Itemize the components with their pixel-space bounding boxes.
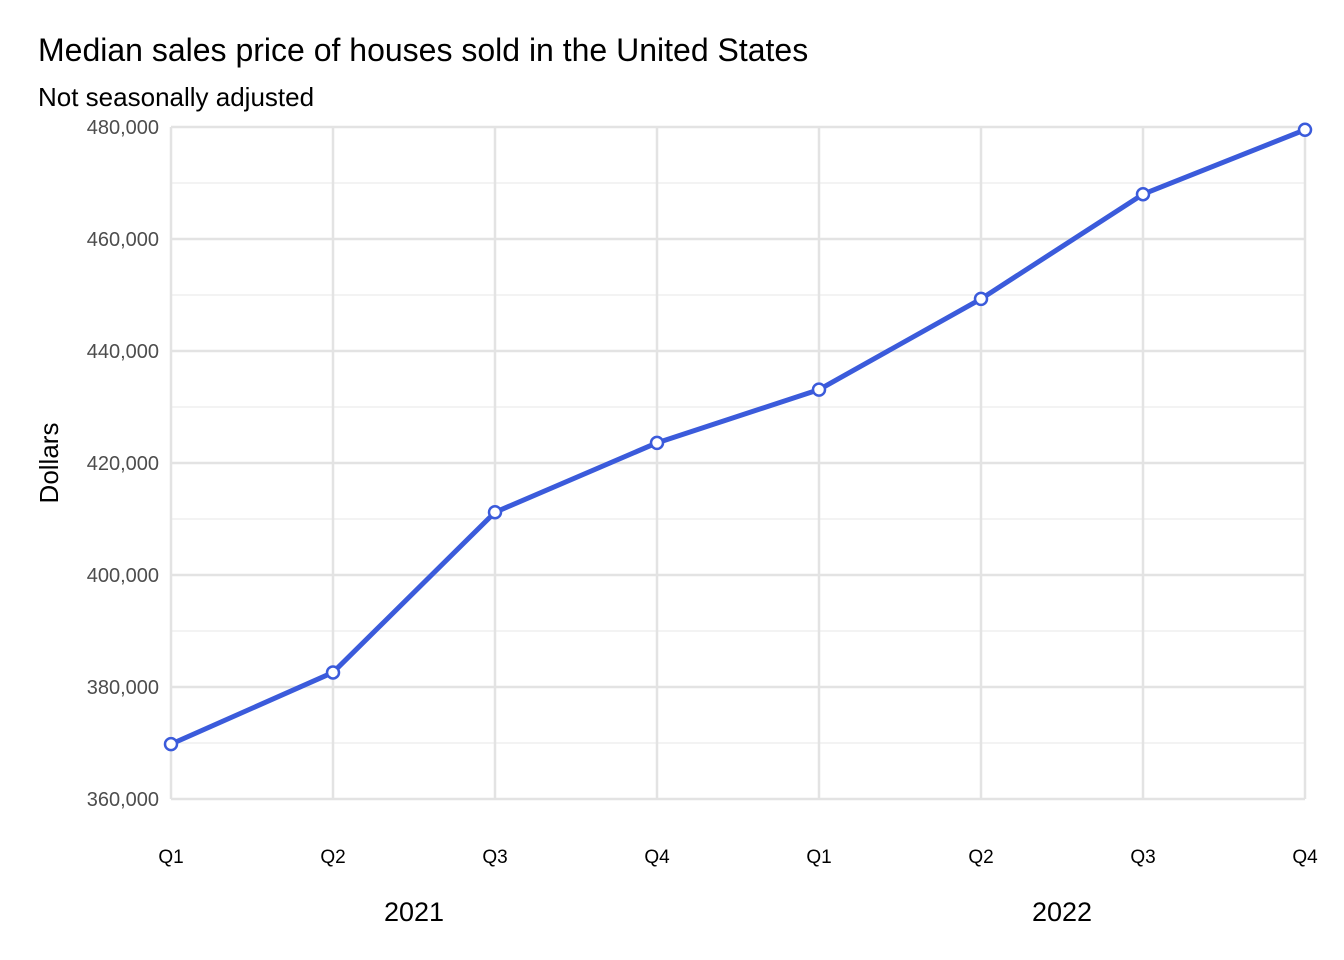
data-point	[163, 736, 179, 752]
data-point	[1135, 186, 1151, 202]
y-tick-label: 400,000	[87, 565, 159, 587]
axes: 360,000 380,000 400,000 420,000 440,000 460,0…	[34, 117, 1318, 927]
y-tick-label: 480,000	[87, 117, 159, 139]
y-tick-label: 360,000	[87, 789, 159, 811]
chart-subtitle: Not seasonally adjusted	[38, 82, 315, 112]
y-tick-label: 380,000	[87, 677, 159, 699]
series-line	[168, 127, 1308, 747]
x-tick-label: Q3	[1130, 847, 1155, 868]
x-group-label: 2022	[1032, 897, 1092, 927]
x-tick-label: Q2	[320, 847, 345, 868]
data-point	[811, 382, 827, 397]
x-tick-label: Q2	[968, 847, 993, 868]
x-tick-label: Q3	[482, 847, 507, 868]
data-point	[487, 505, 503, 520]
data-point	[973, 291, 989, 307]
data-point	[325, 665, 341, 680]
x-group-label: 2021	[384, 897, 444, 927]
chart-title: Median sales price of houses sold in the…	[38, 32, 809, 68]
data-point	[649, 435, 665, 451]
grid	[169, 125, 1307, 801]
data-point	[1297, 122, 1313, 138]
x-tick-label: Q4	[644, 847, 670, 868]
x-tick-label: Q1	[806, 847, 831, 868]
y-tick-label: 440,000	[87, 341, 159, 363]
x-tick-label: Q1	[158, 847, 183, 868]
y-axis-title: Dollars	[34, 423, 64, 504]
series	[163, 122, 1313, 752]
x-tick-label: Q4	[1292, 847, 1318, 868]
y-tick-label: 460,000	[87, 229, 159, 251]
y-tick-label: 420,000	[87, 453, 159, 475]
